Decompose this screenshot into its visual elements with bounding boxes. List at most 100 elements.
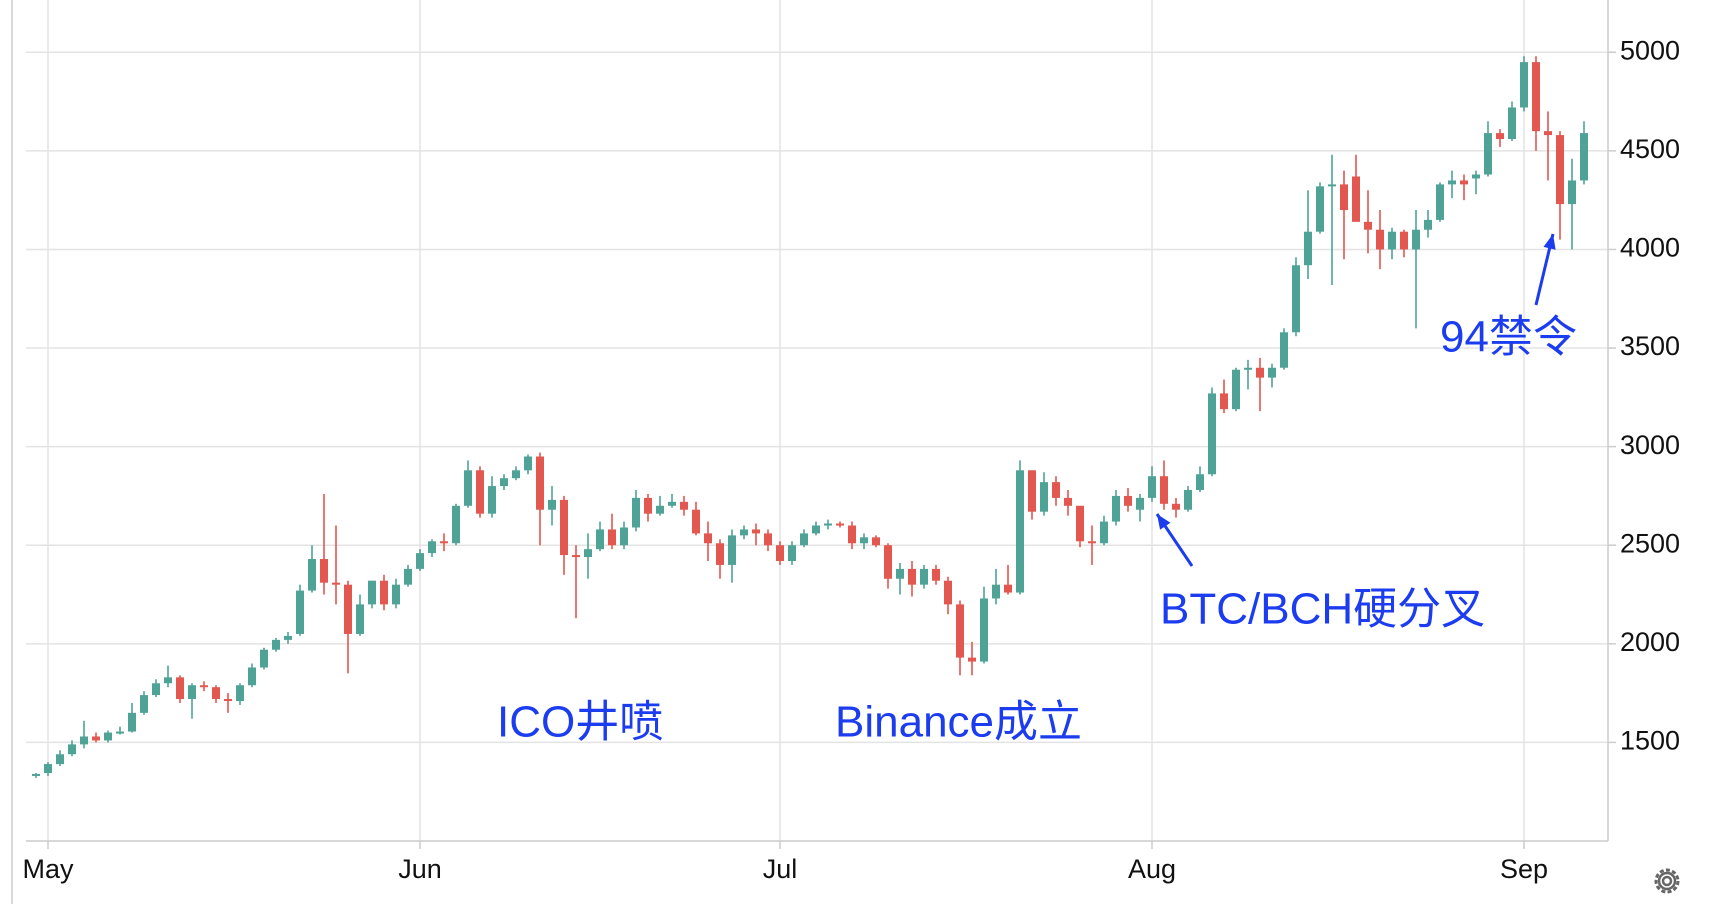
candle-body [920, 568, 928, 585]
candle-body [356, 604, 364, 634]
candle-body [224, 699, 232, 702]
candle-body [668, 501, 676, 506]
candle-body [1256, 367, 1264, 378]
candle-body [1388, 231, 1396, 250]
candle-body [1208, 393, 1216, 475]
candle-body [1052, 482, 1060, 498]
candle-body [1280, 332, 1288, 368]
candle-body [260, 649, 268, 668]
candle-body [644, 497, 652, 514]
candle-body [56, 754, 64, 765]
candle-body [1172, 503, 1180, 510]
candle-body [1004, 584, 1012, 593]
candle-body [1304, 231, 1312, 266]
candle-body [896, 568, 904, 579]
candle-body [1448, 180, 1456, 185]
candle-body [788, 545, 796, 561]
candle-body [332, 582, 340, 585]
candle-body [932, 568, 940, 581]
candle-body [1112, 495, 1120, 522]
candle-body [884, 545, 892, 579]
candle-body [1076, 505, 1084, 542]
candle-body [1352, 176, 1360, 222]
candle-body [908, 568, 916, 585]
candle-body [680, 501, 688, 510]
candle-body [872, 537, 880, 546]
candle-body [776, 545, 784, 561]
candle-body [404, 568, 412, 585]
y-tick-label: 5000 [1620, 35, 1680, 65]
candle-body [320, 559, 328, 583]
candle-body [620, 527, 628, 546]
candle-body [1088, 541, 1096, 544]
candle-body [344, 584, 352, 634]
candle-body [1364, 221, 1372, 230]
settings-icon[interactable] [1654, 868, 1680, 894]
candle-body [1292, 265, 1300, 333]
annotation: 94禁令 [1440, 313, 1577, 362]
candle-body [1244, 367, 1252, 370]
candle-body [608, 529, 616, 546]
candle-body [1220, 393, 1228, 410]
candle-body [656, 505, 664, 514]
candle-body [536, 456, 544, 510]
candle-body [140, 695, 148, 713]
candle-body [1484, 133, 1492, 175]
candle-body [572, 555, 580, 558]
x-tick-label: Jun [398, 854, 442, 884]
candle-body [1376, 229, 1384, 250]
candle-body [848, 525, 856, 544]
y-tick-label: 3000 [1620, 430, 1680, 460]
candle-body [584, 549, 592, 558]
candle-body [1568, 180, 1576, 205]
y-tick-label: 2000 [1620, 627, 1680, 657]
candle-body [44, 764, 52, 773]
candle-body [440, 541, 448, 544]
candle-body [1136, 497, 1144, 510]
candle-body [1520, 62, 1528, 108]
candle-body [92, 736, 100, 741]
candle-body [1040, 482, 1048, 512]
candle-body [524, 456, 532, 471]
candle-body [800, 533, 808, 546]
candle-body [1460, 180, 1468, 185]
candle-body [284, 635, 292, 640]
candle-body [1064, 497, 1072, 506]
y-tick-label: 3500 [1620, 331, 1680, 361]
x-tick-label: Sep [1500, 854, 1548, 884]
annotation-arrowhead [1543, 234, 1556, 250]
candle-body [32, 773, 40, 776]
candle-body [236, 685, 244, 701]
candle-body [1544, 131, 1552, 136]
candle-body [836, 523, 844, 526]
candle-body [1412, 229, 1420, 250]
y-tick-label: 4500 [1620, 134, 1680, 164]
annotation: Binance成立 [835, 698, 1082, 747]
candle-body [716, 543, 724, 565]
candle-body [752, 529, 760, 534]
y-tick-label: 2500 [1620, 528, 1680, 558]
candle-body [1328, 184, 1336, 187]
candle-body [104, 732, 112, 741]
candle-body [128, 712, 136, 732]
candle-body [164, 677, 172, 684]
annotation: BTC/BCH硬分叉 [1160, 585, 1485, 634]
candle-body [1268, 367, 1276, 378]
candle-body [392, 584, 400, 605]
candle-body [1016, 470, 1024, 593]
candle-body [464, 470, 472, 506]
candle-body [980, 598, 988, 662]
candle-body [548, 499, 556, 510]
candle-body [728, 535, 736, 565]
candle-body [1184, 490, 1192, 510]
candle-body [692, 509, 700, 534]
candle-body [764, 533, 772, 546]
candle-body [188, 685, 196, 700]
candle-body [1232, 369, 1240, 410]
y-tick-label: 4000 [1620, 233, 1680, 263]
candle-body [416, 553, 424, 569]
annotation-arrowhead [1157, 514, 1171, 530]
candle-body [500, 478, 508, 487]
